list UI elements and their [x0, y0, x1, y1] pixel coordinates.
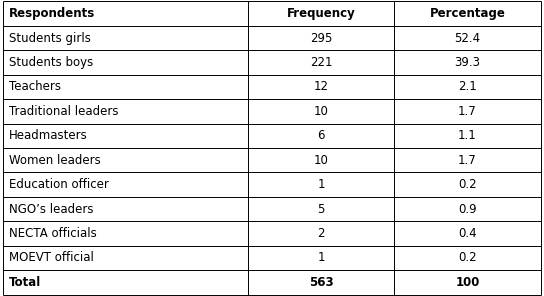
- Text: 0.2: 0.2: [458, 178, 477, 191]
- Text: 1.7: 1.7: [458, 105, 477, 118]
- Text: Education officer: Education officer: [9, 178, 109, 191]
- Text: 10: 10: [313, 154, 329, 167]
- Text: 2: 2: [317, 227, 325, 240]
- Text: Women leaders: Women leaders: [9, 154, 101, 167]
- Text: 5: 5: [317, 202, 325, 215]
- Text: 2.1: 2.1: [458, 81, 477, 94]
- Text: 221: 221: [310, 56, 332, 69]
- Text: Students girls: Students girls: [9, 32, 91, 45]
- Text: 0.4: 0.4: [458, 227, 477, 240]
- Text: Total: Total: [9, 276, 41, 289]
- Text: 1: 1: [317, 251, 325, 264]
- Text: 1: 1: [317, 178, 325, 191]
- Text: Students boys: Students boys: [9, 56, 94, 69]
- Text: 1.1: 1.1: [458, 129, 477, 142]
- Text: Percentage: Percentage: [430, 7, 505, 20]
- Text: 52.4: 52.4: [454, 32, 480, 45]
- Text: NECTA officials: NECTA officials: [9, 227, 97, 240]
- Text: Traditional leaders: Traditional leaders: [9, 105, 119, 118]
- Text: 0.2: 0.2: [458, 251, 477, 264]
- Text: 12: 12: [313, 81, 329, 94]
- Text: Headmasters: Headmasters: [9, 129, 88, 142]
- Text: Frequency: Frequency: [287, 7, 355, 20]
- Text: Respondents: Respondents: [9, 7, 95, 20]
- Text: 100: 100: [455, 276, 480, 289]
- Text: 10: 10: [313, 105, 329, 118]
- Text: 39.3: 39.3: [454, 56, 480, 69]
- Text: 6: 6: [317, 129, 325, 142]
- Text: 295: 295: [310, 32, 332, 45]
- Text: Teachers: Teachers: [9, 81, 61, 94]
- Text: 0.9: 0.9: [458, 202, 477, 215]
- Text: 563: 563: [308, 276, 333, 289]
- Text: 1.7: 1.7: [458, 154, 477, 167]
- Text: NGO’s leaders: NGO’s leaders: [9, 202, 94, 215]
- Text: MOEVT official: MOEVT official: [9, 251, 94, 264]
